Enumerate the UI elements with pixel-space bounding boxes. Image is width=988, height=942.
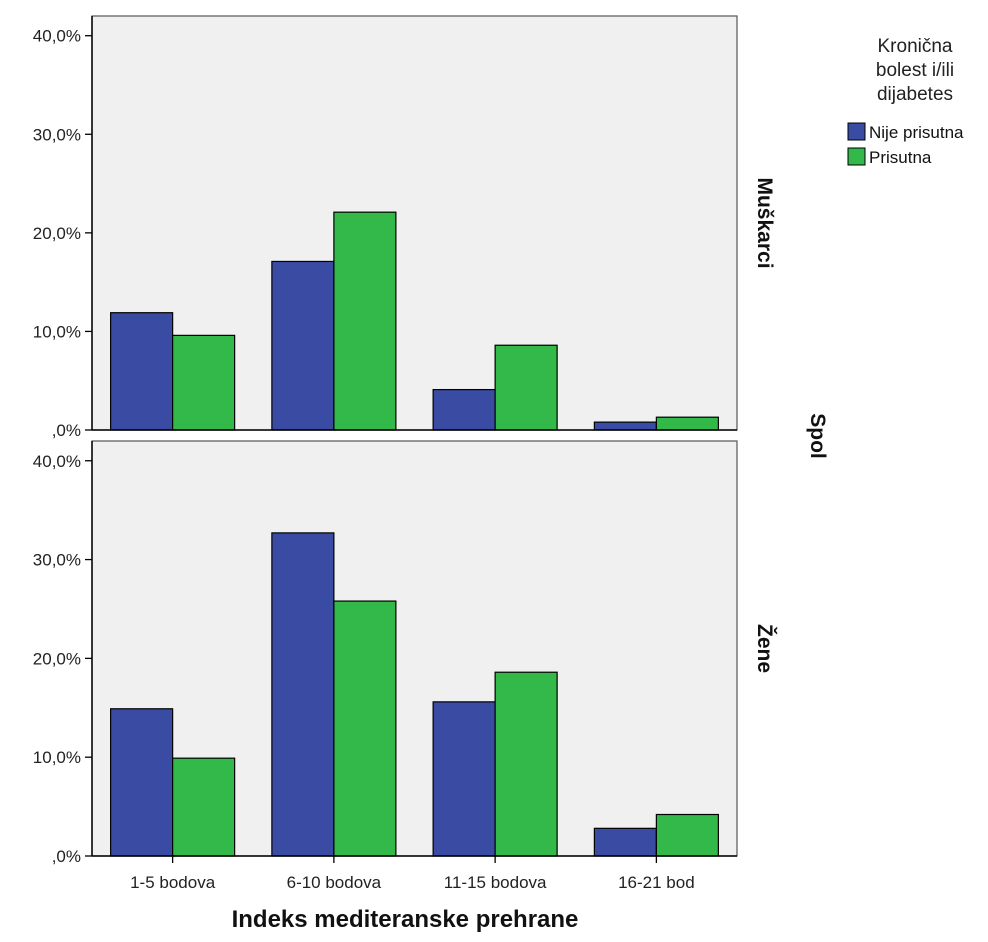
bar-zene-nije-prisutna-1-5-bodova [110, 708, 174, 857]
legend-title-line: bolest i/ili [876, 60, 954, 81]
x-tick-label-1-5-bodova: 1-5 bodova [130, 873, 216, 892]
y-tick-label: 40,0% [33, 452, 81, 471]
legend-label-prisutna: Prisutna [869, 148, 932, 167]
legend-title-line: dijabetes [877, 84, 953, 105]
bar-zene-prisutna-1-5-bodova [172, 757, 236, 857]
legend-title-line: Kronična [878, 36, 953, 57]
panel-label-zene: Žene [753, 624, 777, 673]
legend: Kronična bolest i/ili dijabetes Nije pri… [847, 36, 964, 167]
bar-muskarci-prisutna-16-21-bod [655, 416, 719, 431]
bar-zene-prisutna-11-15-bodova [494, 671, 558, 857]
bar-muskarci-prisutna-1-5-bodova [172, 334, 236, 431]
bar-muskarci-nije-prisutna-11-15-bodova [432, 388, 496, 431]
y-tick-label: 10,0% [33, 748, 81, 767]
x-tick-label-16-21-bod: 16-21 bod [618, 873, 695, 892]
bar-muskarci-nije-prisutna-6-10-bodova [271, 260, 335, 431]
legend-swatch-nije-prisutna [847, 122, 866, 141]
bar-muskarci-prisutna-6-10-bodova [333, 211, 397, 431]
bar-muskarci-nije-prisutna-1-5-bodova [110, 312, 174, 431]
x-tick-label-6-10-bodova: 6-10 bodova [287, 873, 382, 892]
panel-label-muskarci: Muškarci [753, 177, 776, 268]
bar-zene-nije-prisutna-11-15-bodova [432, 701, 496, 857]
x-axis-title: Indeks mediteranske prehrane [232, 906, 579, 933]
legend-swatch-prisutna [847, 147, 866, 166]
x-tick-label-11-15-bodova: 11-15 bodova [444, 873, 547, 892]
y-tick-label: 20,0% [33, 649, 81, 668]
y-tick-label: ,0% [52, 421, 81, 440]
bar-zene-prisutna-16-21-bod [655, 813, 719, 857]
bar-muskarci-nije-prisutna-16-21-bod [593, 421, 657, 431]
y-tick-label: 30,0% [33, 551, 81, 570]
y-tick-label: 30,0% [33, 125, 81, 144]
bar-muskarci-prisutna-11-15-bodova [494, 344, 558, 431]
y-tick-label: 40,0% [33, 27, 81, 46]
bar-zene-prisutna-6-10-bodova [333, 600, 397, 857]
y-tick-label: 20,0% [33, 224, 81, 243]
panel-variable-label: Spol [806, 413, 829, 459]
panel-muskarci: ,0% 10,0% 20,0% 30,0% 40,0% Muškarci [33, 15, 776, 440]
panel-zene: ,0% 10,0% 20,0% 30,0% 40,0% Žene [33, 440, 777, 866]
y-tick-label: ,0% [52, 847, 81, 866]
bar-zene-nije-prisutna-6-10-bodova [271, 532, 335, 857]
bar-zene-nije-prisutna-16-21-bod [593, 827, 657, 857]
y-tick-label: 10,0% [33, 322, 81, 341]
legend-label-nije-prisutna: Nije prisutna [869, 123, 964, 142]
